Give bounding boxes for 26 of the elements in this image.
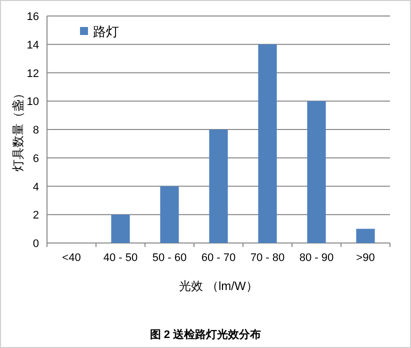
x-axis-title: 光效 （lm/W） bbox=[179, 279, 258, 293]
bar bbox=[356, 228, 375, 243]
x-tick-label: 80 - 90 bbox=[299, 252, 334, 264]
legend-label: 路灯 bbox=[93, 24, 119, 39]
y-tick-label: 8 bbox=[32, 124, 39, 136]
x-tick-label: 40 - 50 bbox=[103, 252, 138, 264]
bar bbox=[111, 214, 130, 243]
bar bbox=[307, 101, 326, 243]
y-tick-label: 16 bbox=[26, 11, 39, 23]
bar bbox=[258, 44, 277, 243]
x-tick-label: 70 - 80 bbox=[250, 252, 285, 264]
y-tick-label: 0 bbox=[32, 238, 39, 250]
y-tick-label: 10 bbox=[26, 96, 39, 108]
y-axis-title: 灯具数量（盏） bbox=[11, 88, 25, 172]
x-tick-label: >90 bbox=[356, 252, 375, 264]
y-tick-label: 14 bbox=[26, 39, 39, 52]
y-tick-label: 4 bbox=[32, 181, 39, 194]
caption: 图 2 送检路灯光效分布 bbox=[150, 328, 262, 341]
bar bbox=[160, 186, 179, 243]
x-tick-label: <40 bbox=[62, 252, 81, 264]
y-tick-label: 2 bbox=[32, 210, 39, 222]
bar bbox=[209, 130, 228, 243]
y-tick-label: 12 bbox=[26, 68, 39, 80]
x-tick-label: 60 - 70 bbox=[201, 252, 236, 264]
x-tick-label: 50 - 60 bbox=[152, 252, 187, 264]
y-tick-label: 6 bbox=[32, 152, 39, 165]
